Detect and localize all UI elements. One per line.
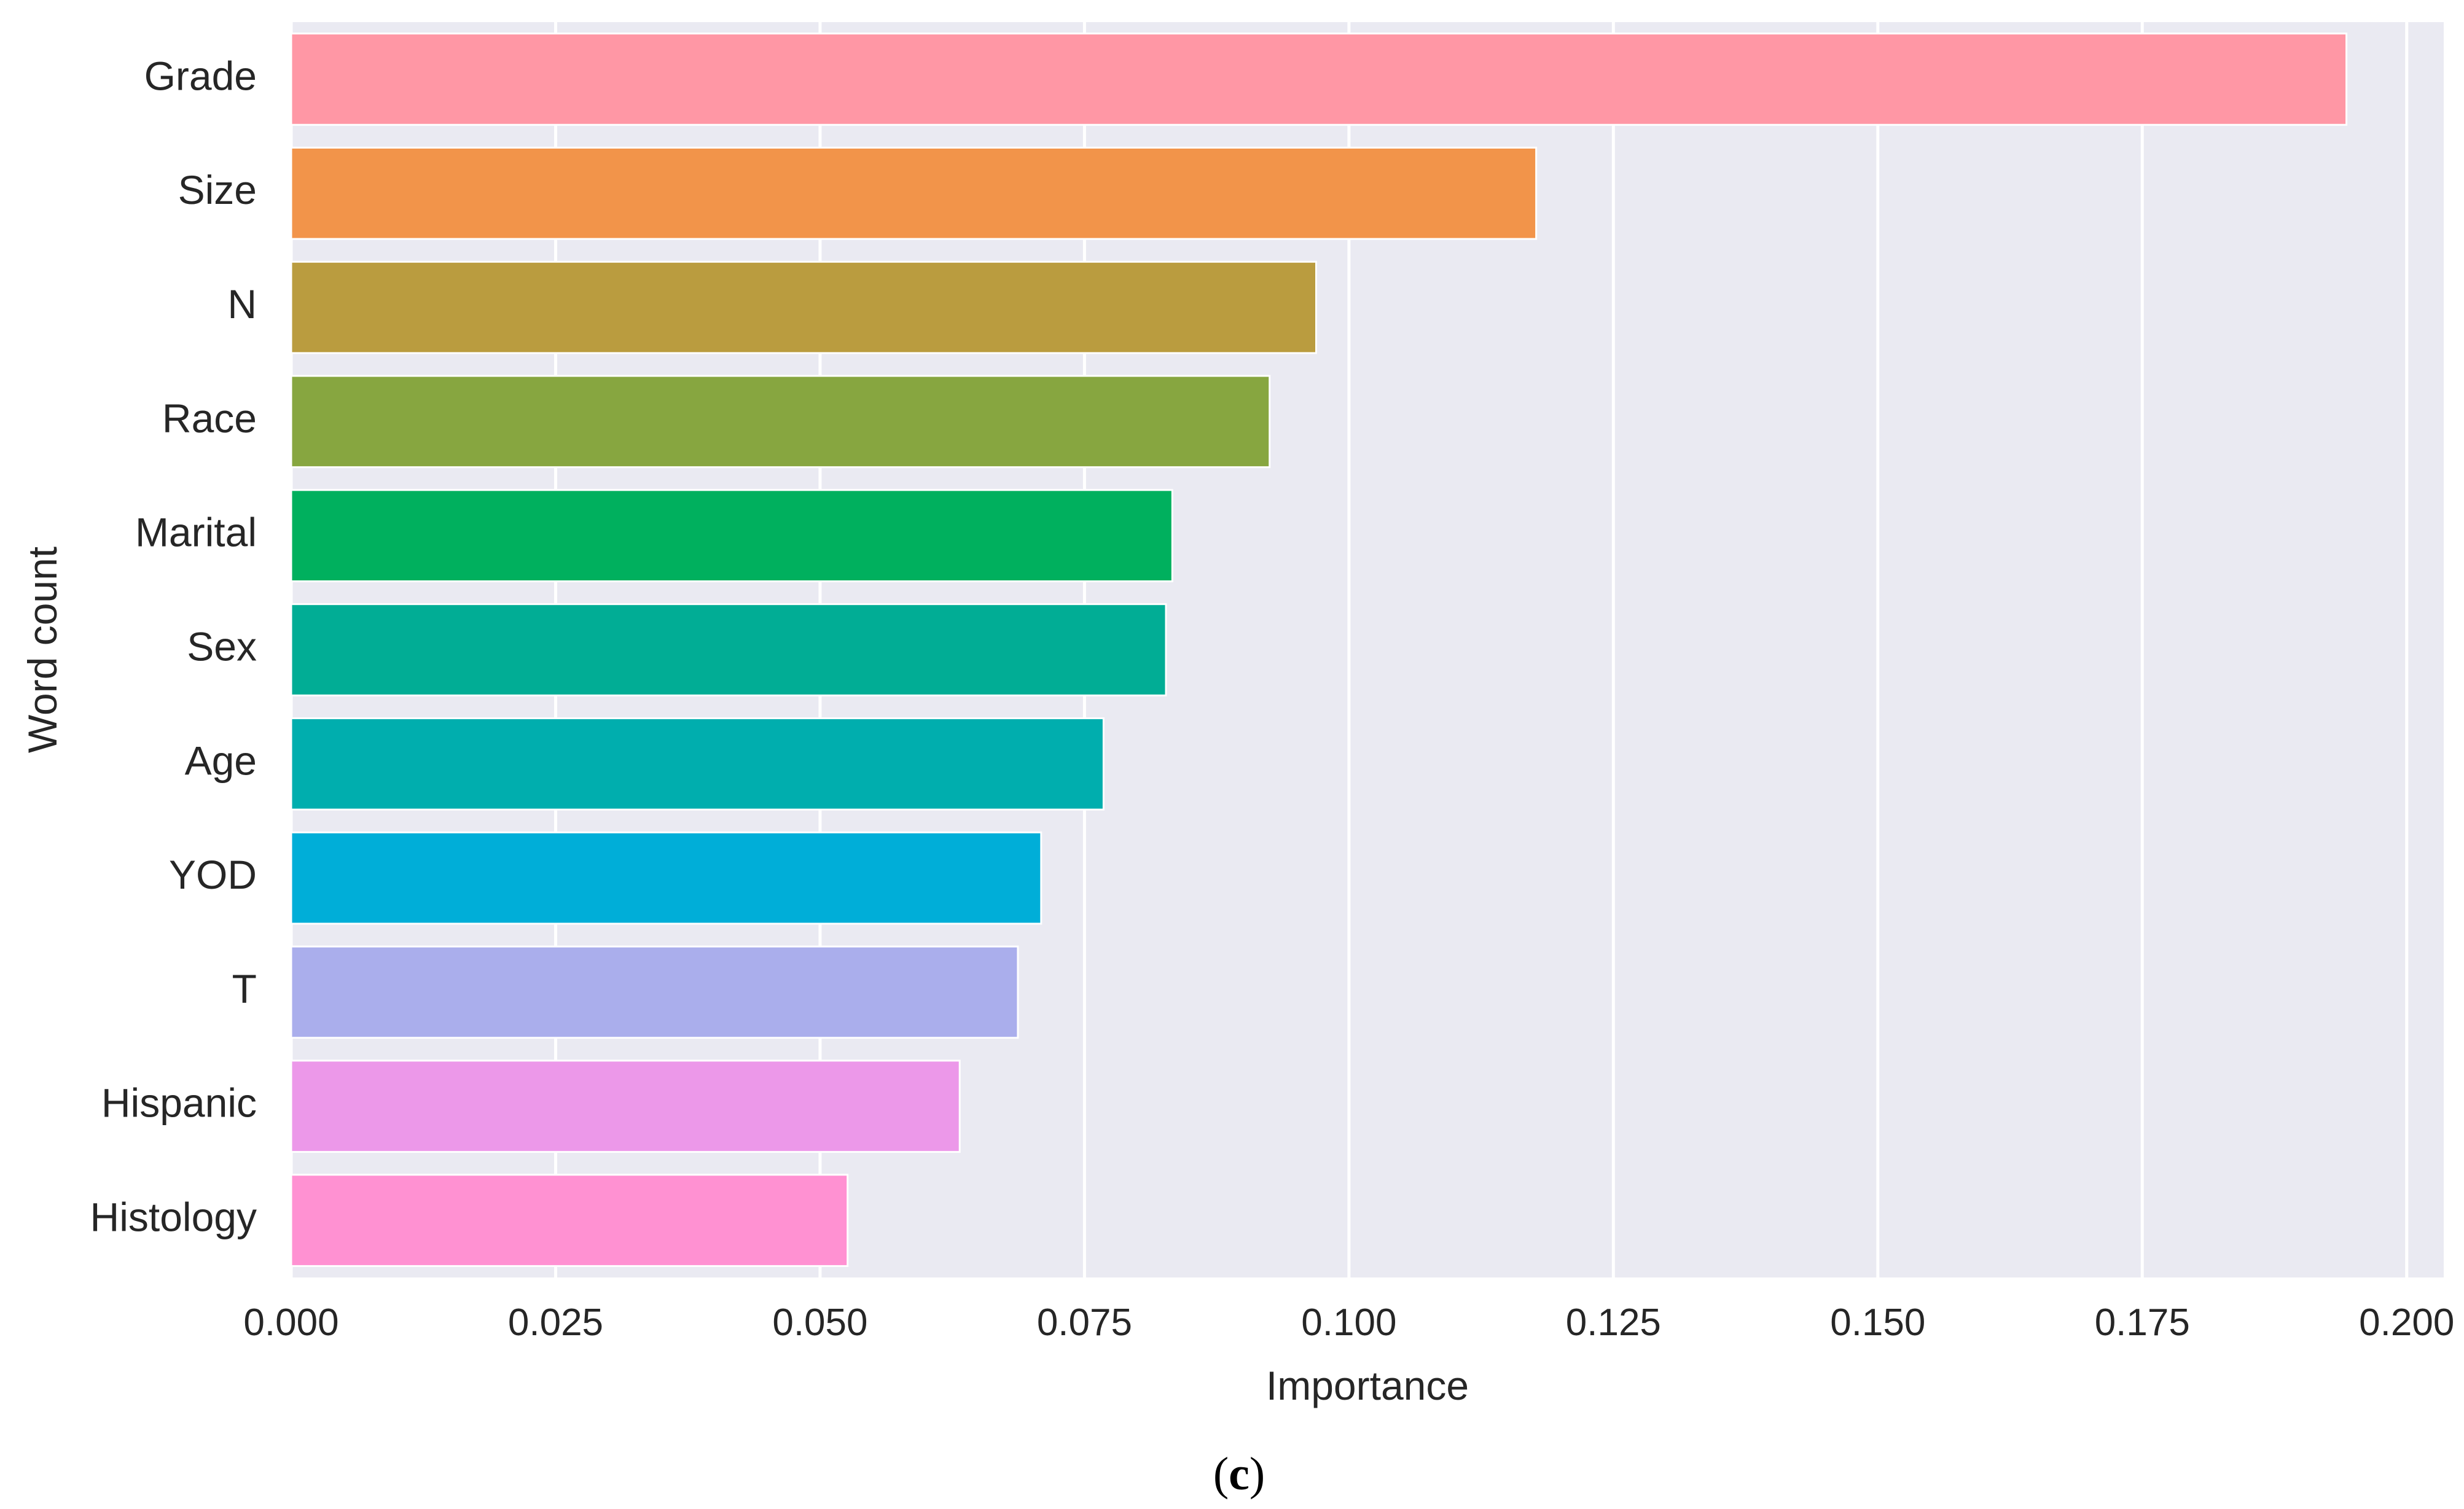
x-tick-label: 0.150 bbox=[1830, 1301, 1925, 1344]
y-axis-title: Word count bbox=[20, 547, 65, 753]
bar-race bbox=[290, 375, 1271, 469]
y-tick-labels: Grade Size N Race Marital Sex Age YOD T Hispanic H… bbox=[90, 53, 257, 1239]
x-tick-label: 0.200 bbox=[2359, 1301, 2454, 1344]
y-tick-label: T bbox=[232, 966, 257, 1012]
bar-t bbox=[290, 945, 1019, 1039]
y-tick-label: Size bbox=[178, 167, 257, 213]
y-tick-label: Grade bbox=[144, 53, 257, 98]
bar-age bbox=[290, 717, 1105, 811]
y-tick-label: Marital bbox=[135, 510, 257, 555]
bar-sex bbox=[290, 603, 1167, 696]
y-tick-label: Race bbox=[162, 396, 257, 441]
x-tick-label: 0.100 bbox=[1301, 1301, 1396, 1344]
bar-marital bbox=[290, 489, 1173, 583]
x-tick-label: 0.175 bbox=[2095, 1301, 2190, 1344]
x-tick-label: 0.125 bbox=[1566, 1301, 1661, 1344]
y-tick-label: YOD bbox=[169, 852, 257, 897]
bar-size bbox=[290, 146, 1538, 240]
bars bbox=[290, 33, 2348, 1267]
x-tick-label: 0.050 bbox=[772, 1301, 867, 1344]
x-axis-title: Importance bbox=[1266, 1363, 1469, 1408]
x-tick-label: 0.025 bbox=[508, 1301, 603, 1344]
y-tick-label: Hispanic bbox=[101, 1080, 257, 1126]
bar-yod bbox=[290, 831, 1042, 925]
y-tick-label: Histology bbox=[90, 1195, 257, 1240]
bar-hispanic bbox=[290, 1059, 961, 1153]
y-tick-label: Age bbox=[185, 738, 257, 783]
figure-caption: (c) bbox=[1213, 1448, 1265, 1500]
bar-n bbox=[290, 260, 1317, 354]
bar-grade bbox=[290, 33, 2348, 126]
y-tick-label: Sex bbox=[187, 623, 257, 669]
x-tick-label: 0.075 bbox=[1037, 1301, 1132, 1344]
y-tick-label: N bbox=[227, 281, 257, 327]
x-tick-label: 0.000 bbox=[243, 1301, 338, 1344]
bar-histology bbox=[290, 1174, 849, 1267]
x-tick-labels: 0.000 0.025 0.050 0.075 0.100 0.125 0.150 0.175… bbox=[243, 1301, 2454, 1344]
